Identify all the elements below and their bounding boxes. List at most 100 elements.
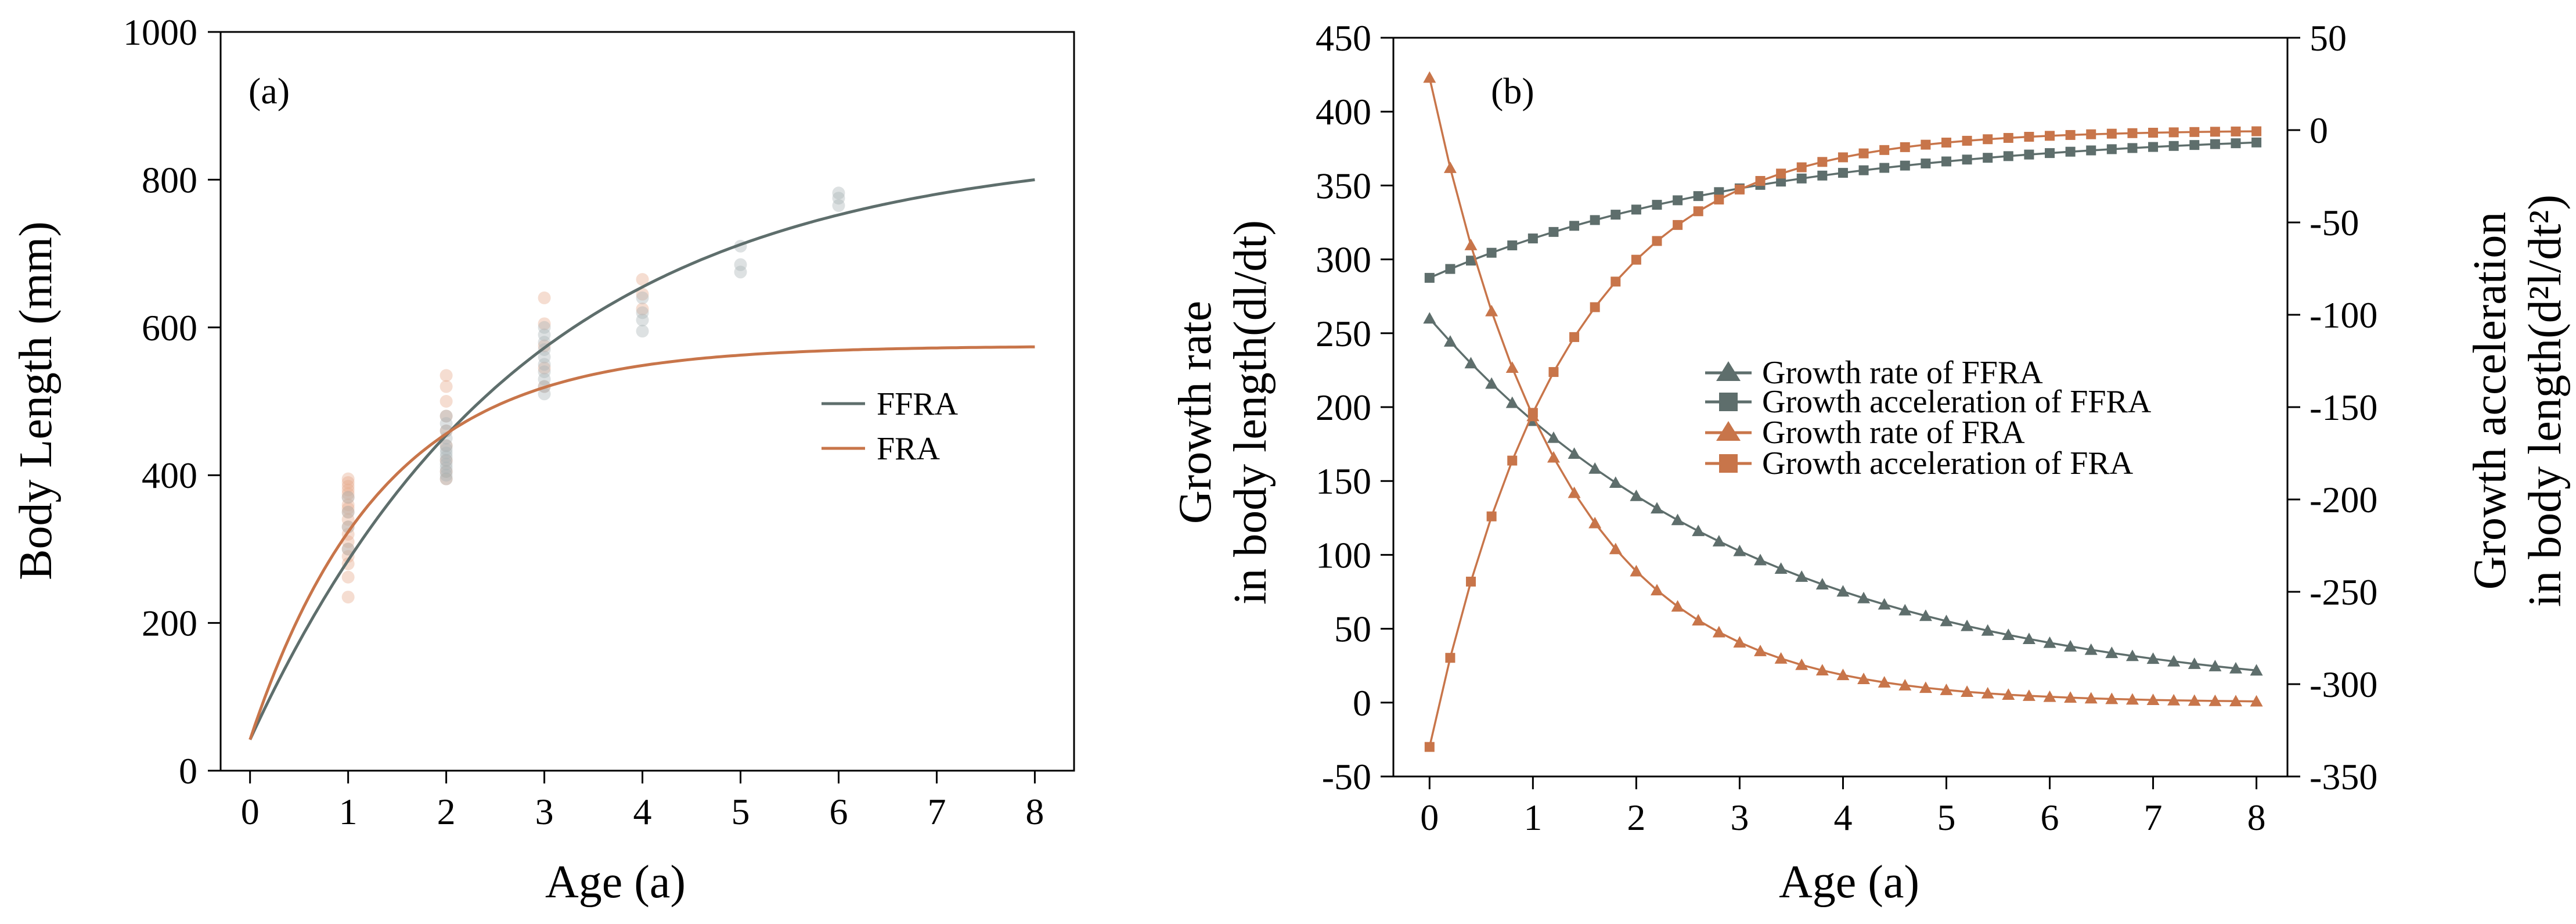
- a-fra-point: [538, 317, 551, 330]
- a-ffra-point: [341, 520, 355, 534]
- b-square-marker: [1817, 157, 1828, 167]
- a-fra-point: [341, 513, 355, 526]
- a-fra-point: [341, 487, 355, 500]
- a-ffra-point: [439, 443, 453, 456]
- b-square-marker: [2168, 141, 2179, 151]
- panel-b-right-y-label-line-2: in body length(d²l/dt²): [2520, 195, 2571, 607]
- a-y-tick-label: 0: [179, 750, 197, 792]
- a-fra-point: [439, 369, 453, 382]
- panel-b-series: [1423, 71, 2263, 752]
- b-square-marker: [1424, 742, 1435, 752]
- b-triangle-marker: [1919, 609, 1932, 621]
- b-square-marker: [2231, 138, 2241, 149]
- a-ffra-point: [636, 291, 649, 304]
- a-x-tick-label: 4: [633, 791, 652, 832]
- b-triangle-marker: [1733, 636, 1746, 648]
- b-square-marker: [2127, 128, 2138, 138]
- b-square-marker: [2127, 143, 2138, 153]
- b-x-tick-label: 6: [2041, 797, 2059, 838]
- a-ffra-point: [734, 258, 747, 271]
- legend-fra-label: FRA: [877, 431, 940, 467]
- b-triangle-marker: [1547, 451, 1560, 463]
- b-square-marker: [1776, 177, 1786, 187]
- a-ffra-point: [538, 372, 551, 386]
- b-triangle-marker: [1878, 676, 1891, 688]
- b-triangle-marker: [1878, 598, 1891, 610]
- a-y-tick-label: 1000: [123, 12, 197, 53]
- b-triangle-marker: [1485, 377, 1498, 389]
- b-triangle-marker: [1423, 312, 1436, 324]
- b-triangle-marker: [2105, 692, 2119, 704]
- a-x-tick-label: 3: [535, 791, 554, 832]
- a-fra-point: [341, 498, 355, 512]
- b-square-marker: [1941, 137, 1951, 148]
- b-triangle-marker: [1857, 673, 1871, 684]
- b-triangle-marker: [2064, 640, 2077, 652]
- b-x-tick-label: 5: [1937, 797, 1955, 838]
- b-square-marker: [1445, 653, 1455, 663]
- a-ffra-point: [341, 491, 355, 504]
- a-ffra-point: [439, 439, 453, 452]
- b-square-marker: [2003, 132, 2013, 143]
- a-ffra-point: [636, 314, 649, 327]
- a-fra-point: [538, 361, 551, 375]
- b-square-marker: [1569, 221, 1580, 231]
- b-triangle-marker: [1609, 542, 1622, 555]
- panel-a-x-axis-label: Age (a): [545, 857, 686, 908]
- b-triangle-marker: [1630, 489, 1643, 501]
- a-fra-point: [636, 287, 649, 301]
- b-square-marker: [1796, 173, 1807, 184]
- b-left-y-tick-label: 150: [1316, 461, 1371, 502]
- b-triangle-marker: [1630, 565, 1643, 577]
- a-ffra-point: [538, 321, 551, 334]
- panel-b-left-y-label-line-1: Growth rate: [1170, 301, 1221, 524]
- a-fra-point: [439, 454, 453, 467]
- b-square-marker: [1714, 195, 1724, 205]
- b-square-marker: [2189, 140, 2200, 150]
- b-triangle-marker: [1961, 685, 1974, 697]
- b-square-marker: [1858, 148, 1869, 159]
- b-right-y-tick-label: -50: [2310, 202, 2359, 243]
- b-triangle-marker: [2250, 695, 2263, 707]
- b-triangle-marker: [1940, 614, 1953, 627]
- b-triangle-marker: [2002, 688, 2015, 700]
- a-ffra-point: [439, 417, 453, 430]
- b-triangle-marker: [2250, 664, 2263, 676]
- b-triangle-marker: [1815, 664, 1829, 676]
- b-right-y-tick-label: 50: [2310, 17, 2347, 59]
- a-x-tick-label: 5: [732, 791, 750, 832]
- b-triangle-marker: [1609, 476, 1622, 488]
- panel-b-x-axis-label: Age (a): [1779, 857, 1919, 908]
- a-y-tick-label: 800: [142, 159, 197, 200]
- legend-rate-ffra-marker: [1716, 361, 1741, 381]
- b-square-marker: [1466, 256, 1476, 266]
- a-y-tick-label: 200: [142, 603, 197, 644]
- b-triangle-marker: [2022, 689, 2035, 701]
- panel-a-fra-observations: [341, 273, 649, 604]
- b-left-y-tick-label: 200: [1316, 387, 1371, 428]
- b-square-marker: [1900, 160, 1910, 171]
- b-triangle-marker: [1981, 624, 1994, 636]
- legend-accel-ffra-label: Growth acceleration of FFRA: [1762, 384, 2152, 420]
- panel-b-x-ticks: 0 1 2 3 4 5 6 7 8: [1420, 776, 2266, 838]
- a-ffra-point: [439, 447, 453, 460]
- b-triangle-marker: [1795, 570, 1808, 582]
- b-square-marker: [1921, 139, 1931, 150]
- panel-b-right-y-ticks: -350 -300 -250 -200 -150 -100 -50 0 50: [2287, 17, 2377, 797]
- b-x-tick-label: 4: [1833, 797, 1852, 838]
- b-square-marker: [2086, 145, 2096, 156]
- b-triangle-marker: [2064, 691, 2077, 703]
- b-square-marker: [1962, 135, 1972, 146]
- b-triangle-marker: [2167, 693, 2181, 706]
- b-square-marker: [1693, 206, 1703, 217]
- b-right-y-tick-label: -150: [2310, 387, 2377, 428]
- b-right-y-tick-label: -300: [2310, 664, 2377, 705]
- b-square-marker: [2045, 148, 2055, 159]
- b-square-marker: [1466, 576, 1476, 587]
- b-triangle-marker: [2229, 661, 2242, 674]
- a-fra-point: [341, 491, 355, 504]
- b-square-marker: [1714, 187, 1724, 197]
- b-square-marker: [1838, 152, 1848, 163]
- b-square-marker: [2210, 139, 2220, 149]
- b-square-marker: [1631, 204, 1641, 215]
